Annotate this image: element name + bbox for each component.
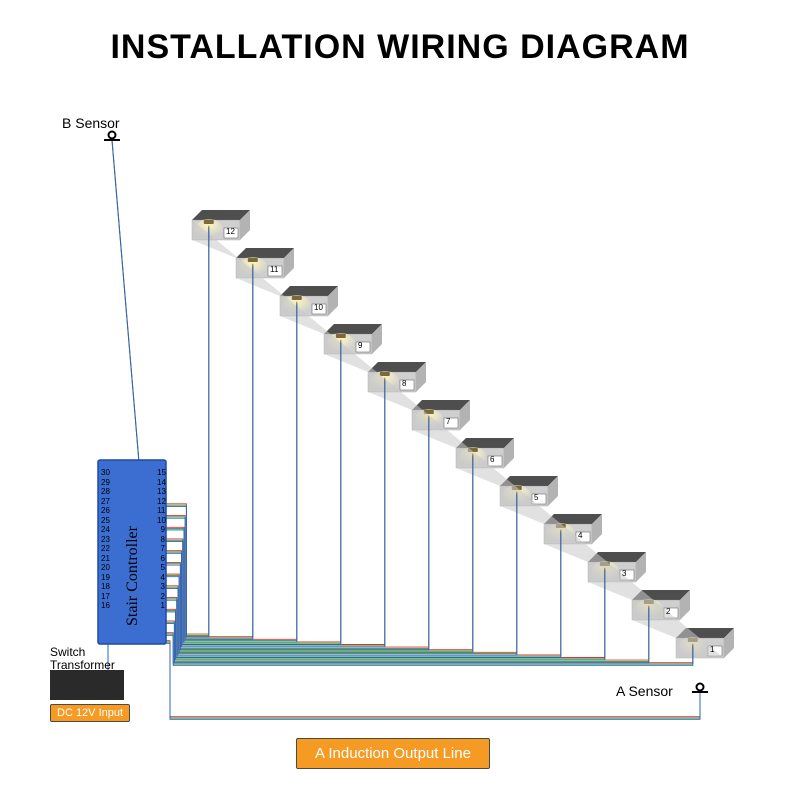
- step-number: 12: [226, 227, 235, 236]
- step-number: 2: [666, 607, 670, 616]
- controller-left-pins: 302928272625242322212019181716: [101, 468, 110, 611]
- b-sensor-label: B Sensor: [62, 115, 120, 131]
- a-sensor-label: A Sensor: [616, 683, 673, 699]
- transformer-label: Transformer: [50, 658, 115, 672]
- step-number: 11: [270, 265, 278, 274]
- step-number: 8: [402, 379, 406, 388]
- step-number: 10: [314, 303, 323, 312]
- step-number: 3: [622, 569, 626, 578]
- dc-input-badge: DC 12V Input: [50, 704, 130, 722]
- induction-badge: A Induction Output Line: [296, 738, 490, 769]
- step-number: 7: [446, 417, 450, 426]
- controller-right-pins: 151413121110987654321: [157, 468, 165, 611]
- step-number: 9: [358, 341, 362, 350]
- switch-label: Switch: [50, 645, 85, 659]
- diagram-svg: [0, 0, 800, 800]
- step-number: 4: [578, 531, 582, 540]
- step-number: 1: [710, 645, 714, 654]
- step-number: 6: [490, 455, 494, 464]
- step-number: 5: [534, 493, 538, 502]
- controller-label: Stair Controller: [124, 526, 142, 626]
